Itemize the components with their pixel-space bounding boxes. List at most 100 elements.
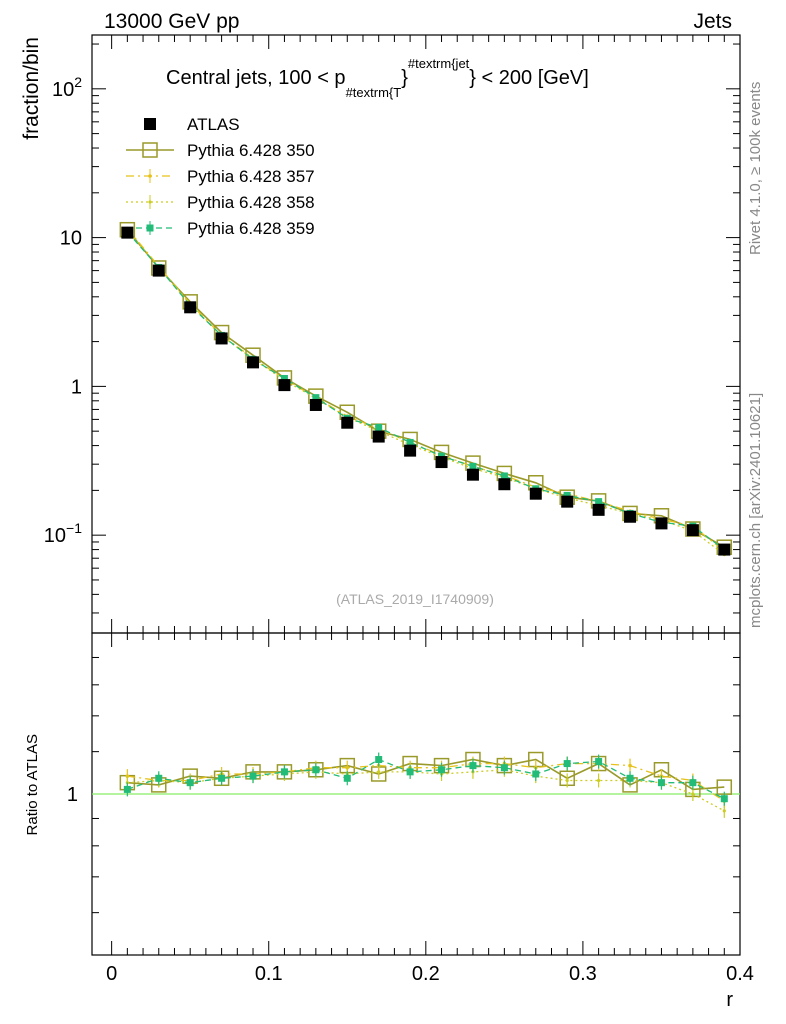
atlas-point [341,416,354,429]
series-p357 [125,226,727,554]
p359-marker [500,472,508,480]
p358-marker-ratio [377,770,381,774]
atlas-point [404,444,417,457]
p359-marker-ratio [595,758,603,766]
atlas-point [372,430,385,443]
p357-line [126,228,725,552]
atlas-point [152,264,165,277]
p359-marker-ratio [657,779,665,787]
atlas-point [686,524,699,537]
x-tick-label: 0.4 [726,963,754,985]
p359-marker-ratio [720,795,728,803]
p357-marker-legend [148,174,152,178]
atlas-point [121,226,134,239]
p359-marker-ratio [532,770,540,778]
atlas-point [309,398,322,411]
atlas-point [247,356,260,369]
p359-marker-ratio [343,774,351,782]
chart-title-sup: #textrm{jet [408,56,470,71]
rivet-label: Rivet 4.1.0, ≥ 100k events [747,82,764,255]
p357-marker-ratio [628,763,632,768]
ratio-y-tick-label: 1 [67,784,78,806]
x-tick-label: 0.2 [412,963,440,985]
p359-marker-ratio [689,779,697,787]
x-tick-label: 0 [106,963,117,985]
p358-marker-ratio [722,809,726,813]
p359-marker-ratio [375,756,383,764]
atlas-point [215,332,228,345]
x-tick-label: 0.3 [569,963,597,985]
main-series [119,221,733,557]
p358-line-ratio [127,769,725,812]
y-tick-label: 10−1 [44,520,82,547]
chart-title-tail: } < 200 [GeV] [469,67,589,89]
p357-line-ratio [127,762,725,802]
chart-title-sub: #textrm{T [346,85,402,100]
legend-entry-p357: Pythia 6.428 357 [126,167,315,186]
p359-marker [406,438,414,446]
p359-marker-ratio [438,766,446,774]
p359-marker-ratio [406,768,414,776]
y-tick-label-base: 10 [52,79,74,101]
ratio-axis-ticks: 0 0.1 0.2 0.3 0.4 1 [67,632,754,985]
atlas-point-legend [144,118,156,130]
ratio-series-p350 [119,751,733,798]
p359-marker [563,491,571,499]
energy-label: 13000 GeV pp [104,10,239,33]
legend-entry-p358: Pythia 6.428 358 [126,193,315,212]
p359-marker [312,394,320,402]
legend-label: Pythia 6.428 350 [187,141,315,160]
p359-marker [280,374,288,382]
chart-title-mid: } [401,67,408,89]
legend-label: ATLAS [187,115,240,134]
legend-entry-p350: Pythia 6.428 350 [126,141,315,160]
ratio-y-axis-label: Ratio to ATLAS [24,734,41,835]
legend-entry-atlas: ATLAS [144,115,240,134]
series-atlas [121,226,731,556]
atlas-point [184,301,197,314]
p350-marker-legend [142,142,158,158]
p359-marker-ratio [186,779,194,787]
p359-marker-ratio [155,774,163,782]
ratio-series [119,751,733,818]
chart-title-main: Central jets, 100 < p [166,67,346,89]
p350-line [126,229,725,548]
p359-line-ratio [127,758,725,800]
atlas-point [435,456,448,469]
atlas-point [561,495,574,508]
mcplots-label: mcplots.cern.ch [arXiv:2401.10621] [747,393,764,628]
p358-marker-legend [148,200,152,204]
category-label: Jets [693,10,732,33]
legend-label: Pythia 6.428 358 [187,193,315,212]
p359-line [126,231,725,551]
p359-marker [595,498,603,506]
x-axis-label: r [726,989,733,1011]
p359-marker-ratio [312,766,320,774]
p359-marker-legend [146,224,154,232]
chart-title: Central jets, 100 < p#textrm{T}#textrm{j… [166,56,589,100]
atlas-point [529,487,542,500]
atlas-point [466,468,479,481]
p359-marker-ratio [280,768,288,776]
analysis-id: (ATLAS_2019_I1740909) [336,591,494,607]
atlas-point [718,543,731,556]
y-tick-label-exp: −1 [66,520,82,536]
p359-marker-ratio [249,772,257,780]
atlas-point [592,503,605,516]
p359-marker-ratio [218,774,226,782]
y-tick-label: 102 [52,74,82,101]
p359-marker-ratio [500,764,508,772]
legend-label: Pythia 6.428 359 [187,219,315,238]
p350-line-ratio [127,758,725,791]
atlas-point [624,510,637,523]
p358-marker-ratio [597,778,601,783]
ratio-series-p359 [123,752,728,806]
atlas-point [278,379,291,392]
p359-marker-ratio [626,774,634,782]
legend-entry-p359: Pythia 6.428 359 [126,219,315,238]
series-p359 [123,228,728,554]
y-tick-label: 10 [60,228,82,250]
atlas-point [655,517,668,530]
